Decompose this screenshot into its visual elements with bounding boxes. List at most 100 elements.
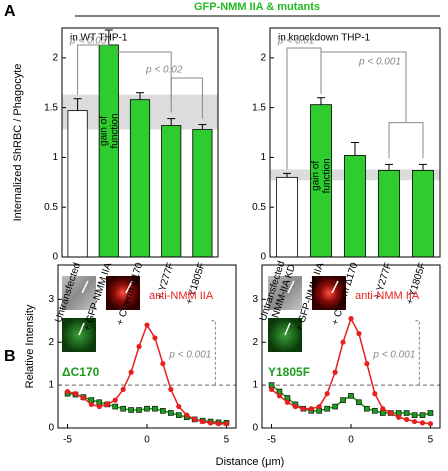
significance-bracket [415, 320, 420, 386]
data-point [144, 405, 150, 412]
bar [378, 169, 400, 258]
data-point [223, 421, 230, 427]
significance-bracket [77, 44, 110, 95]
data-point [292, 403, 298, 410]
y-axis-label: Internalized ShRBC / Phagocyte [12, 64, 24, 222]
y-tick-label: 0 [260, 252, 266, 263]
y-tick-label: 3 [252, 294, 258, 305]
data-point [168, 410, 174, 416]
bar [67, 110, 88, 258]
annotation: p < 0.03 [69, 36, 107, 47]
data-point [80, 395, 87, 401]
data-point [128, 407, 134, 413]
plot-title: in WT THP-1 [70, 33, 128, 44]
data-point [419, 420, 426, 426]
data-point [160, 408, 166, 414]
y-tick-label: 3 [48, 294, 54, 305]
panel-label: A [4, 3, 16, 20]
bar [412, 169, 434, 258]
data-point [419, 412, 426, 418]
data-point [388, 410, 394, 416]
bar [129, 99, 151, 258]
data-point [192, 416, 198, 423]
data-point [112, 397, 118, 403]
legend-label: anti-NMM IIA [355, 290, 420, 302]
data-point [411, 418, 418, 425]
data-point [372, 408, 378, 414]
data-point [152, 405, 158, 412]
data-point [96, 403, 102, 410]
data-point [112, 403, 119, 410]
bar [98, 44, 119, 258]
figure-header: GFP-NMM IIA & mutants [194, 1, 320, 13]
bar [276, 176, 298, 258]
panel-label: B [4, 348, 16, 365]
significance-bracket [116, 51, 172, 99]
annotation: p < 0.001 [358, 57, 401, 68]
data-point [364, 405, 370, 412]
data-point [427, 421, 434, 427]
data-point [276, 393, 283, 399]
data-point [340, 339, 346, 345]
y-tick-label: 1.5 [252, 102, 266, 113]
plot-title: in knockdown THP-1 [278, 33, 371, 44]
data-point [411, 412, 418, 418]
y-tick-label: 0.5 [44, 202, 58, 213]
bar [161, 125, 182, 258]
y-tick-label: 1 [260, 152, 266, 163]
data-point [64, 388, 71, 395]
x-tick-label: 5 [224, 435, 230, 446]
annotation: p < 0.02 [145, 65, 183, 76]
y-tick-label: 2 [52, 53, 58, 64]
significance-bracket [211, 320, 216, 386]
data-point [348, 316, 354, 322]
y-tick-label: 1.5 [44, 102, 58, 113]
plot-frame [261, 264, 441, 429]
data-point [324, 391, 330, 397]
data-point [316, 403, 322, 410]
annotation: p < 0.001 [372, 350, 415, 361]
significance-bracket [388, 122, 424, 159]
x-axis-label: Distance (μm) [216, 456, 285, 468]
data-point [364, 361, 370, 367]
legend-label: anti-NMM IIA [149, 290, 214, 302]
y-tick-label: 2 [260, 53, 266, 64]
data-point [215, 421, 222, 427]
x-tick-label: -5 [63, 435, 72, 446]
data-point [332, 369, 338, 375]
y-tick-label: 0 [52, 252, 58, 263]
y-tick-label: 0.5 [252, 202, 266, 213]
data-point [88, 401, 94, 408]
data-point [324, 405, 330, 412]
data-point [128, 369, 134, 375]
data-point [308, 406, 314, 412]
legend-label: Y1805F [268, 365, 310, 379]
data-point [348, 393, 354, 399]
data-point [300, 406, 306, 412]
y-tick-label: 2 [252, 337, 258, 348]
data-point [380, 406, 386, 412]
data-point [160, 361, 166, 367]
legend-label: ΔC170 [62, 365, 100, 379]
data-point [332, 403, 338, 410]
plot-frame [269, 27, 441, 258]
x-tick-label: -5 [267, 435, 276, 446]
significance-bracket [170, 77, 203, 119]
data-point [404, 416, 410, 423]
data-point [175, 412, 182, 418]
data-point [284, 399, 291, 405]
data-point [396, 414, 402, 420]
data-point [120, 405, 126, 412]
annotation: p < 0.001 [168, 350, 211, 361]
plot-frame [61, 27, 219, 258]
data-point [168, 386, 174, 392]
data-point [207, 420, 214, 426]
annotation: gain offunction [310, 158, 332, 193]
data-point [152, 335, 158, 341]
data-point [427, 410, 434, 416]
bar [192, 129, 213, 258]
data-point [104, 401, 110, 408]
data-point [136, 343, 142, 350]
y-tick-label: 0 [48, 423, 54, 434]
